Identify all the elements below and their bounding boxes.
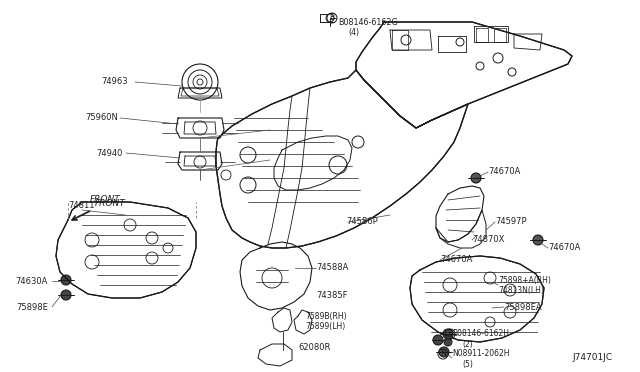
Text: 75960N: 75960N [85, 113, 118, 122]
Circle shape [439, 347, 449, 357]
Text: 75898EA: 75898EA [504, 302, 541, 311]
Text: 74630A: 74630A [15, 276, 48, 285]
Text: 74963: 74963 [101, 77, 128, 87]
Text: 74670A: 74670A [488, 167, 520, 176]
Text: B: B [447, 330, 452, 339]
Text: 75899(LH): 75899(LH) [305, 323, 345, 331]
Text: FRONT: FRONT [90, 196, 121, 205]
Text: 7589B(RH): 7589B(RH) [305, 311, 347, 321]
Text: 74870X: 74870X [472, 235, 504, 244]
Text: J74701JC: J74701JC [572, 353, 612, 362]
Text: 74385F: 74385F [316, 292, 348, 301]
Text: N: N [440, 350, 446, 359]
Circle shape [533, 235, 543, 245]
Circle shape [433, 335, 443, 345]
Polygon shape [356, 22, 572, 128]
Text: FRONT: FRONT [95, 199, 125, 208]
Circle shape [61, 290, 71, 300]
Text: N08911-2062H: N08911-2062H [452, 350, 509, 359]
Text: 74811: 74811 [68, 201, 95, 210]
Text: (4): (4) [348, 28, 359, 37]
Text: 74940: 74940 [97, 148, 123, 157]
Text: 74586P: 74586P [346, 218, 378, 227]
Text: 75898E: 75898E [16, 302, 48, 311]
Polygon shape [410, 256, 544, 342]
Text: 74670A: 74670A [548, 244, 580, 253]
Circle shape [444, 338, 452, 346]
Circle shape [61, 275, 71, 285]
Text: 62080R: 62080R [298, 343, 330, 353]
Text: B: B [330, 13, 335, 22]
Text: 74670A: 74670A [440, 256, 472, 264]
Polygon shape [56, 202, 196, 298]
Circle shape [443, 329, 453, 339]
Text: (5): (5) [462, 359, 473, 369]
Text: 75898+A(RH): 75898+A(RH) [498, 276, 551, 285]
Text: 74813N(LH): 74813N(LH) [498, 286, 544, 295]
Text: 74588A: 74588A [316, 263, 348, 273]
Text: B08146-6162G: B08146-6162G [338, 18, 397, 27]
Text: (2): (2) [462, 340, 473, 349]
Text: 74597P: 74597P [495, 218, 527, 227]
Circle shape [471, 173, 481, 183]
Text: B08146-6162H: B08146-6162H [452, 330, 509, 339]
Polygon shape [216, 70, 468, 248]
